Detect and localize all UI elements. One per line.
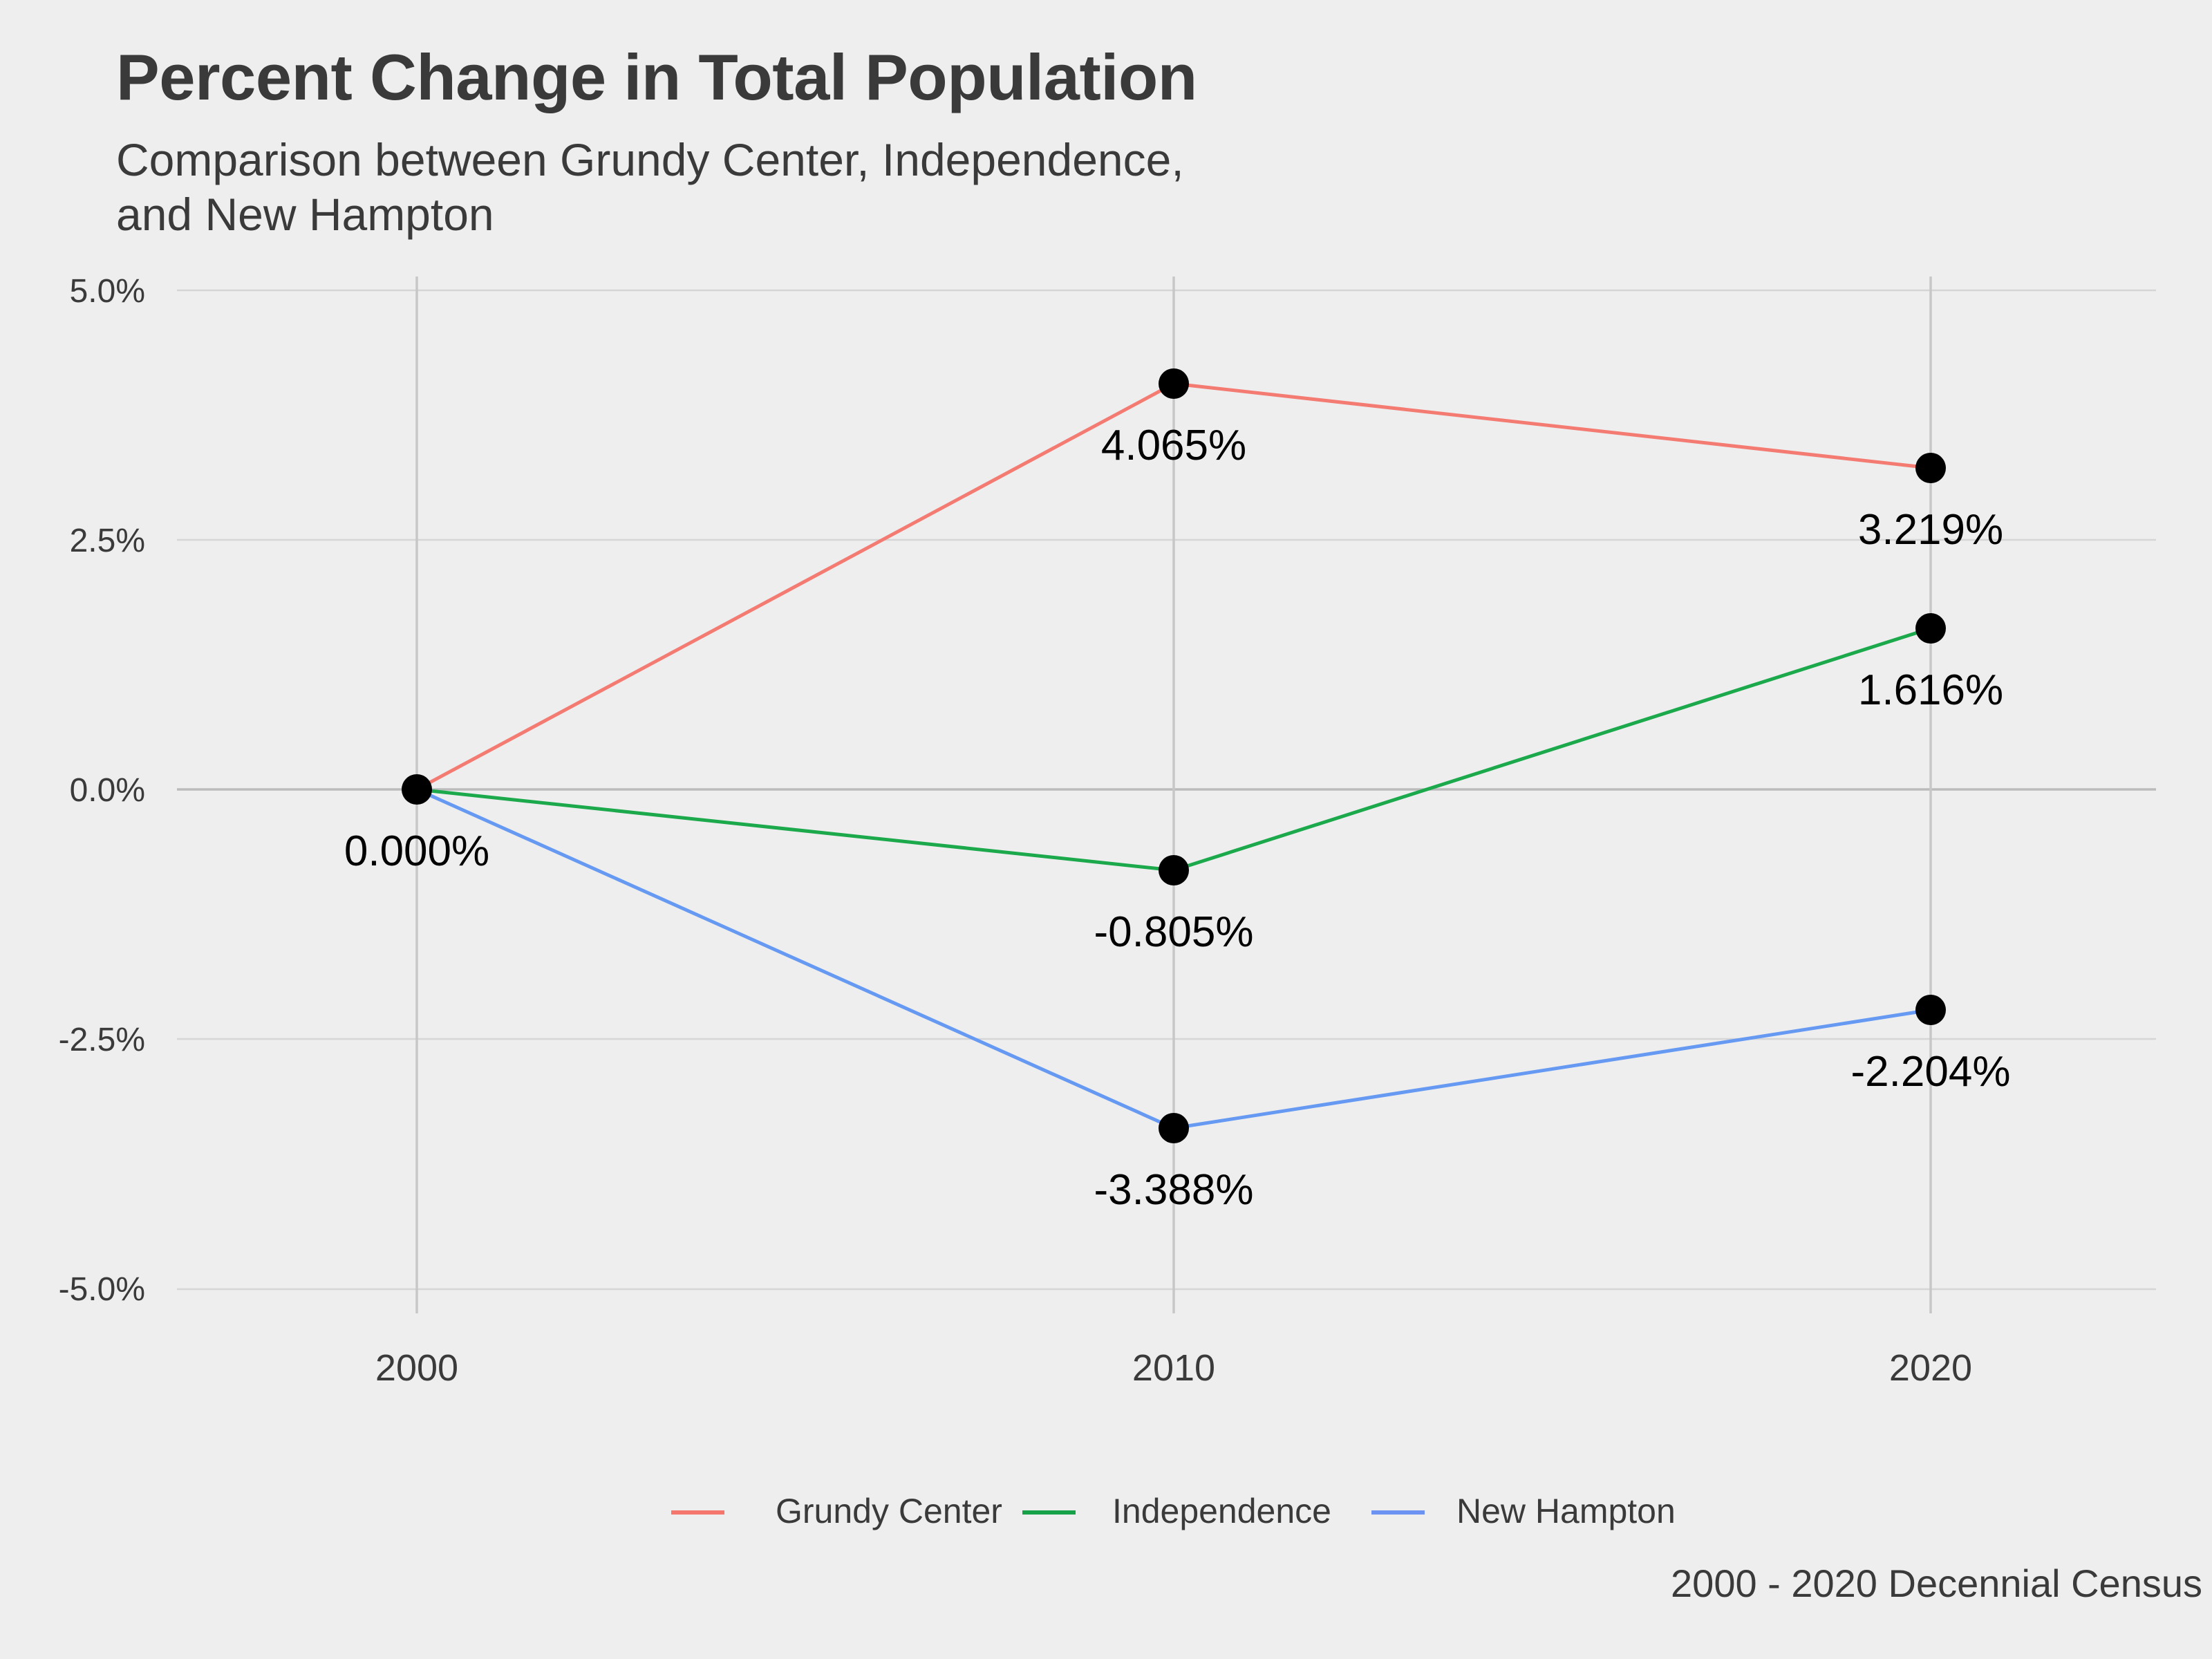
svg-text:New Hampton: New Hampton <box>1456 1492 1676 1530</box>
svg-text:-2.204%: -2.204% <box>1851 1048 2011 1096</box>
svg-text:-2.5%: -2.5% <box>59 1022 145 1058</box>
svg-text:-5.0%: -5.0% <box>59 1271 145 1308</box>
svg-text:1.616%: 1.616% <box>1858 666 2003 714</box>
svg-text:0.0%: 0.0% <box>70 772 145 809</box>
svg-text:-3.388%: -3.388% <box>1094 1166 1254 1214</box>
svg-text:Independence: Independence <box>1112 1492 1331 1530</box>
svg-text:3.219%: 3.219% <box>1858 506 2003 554</box>
svg-text:2020: 2020 <box>1889 1347 1972 1389</box>
svg-text:-0.805%: -0.805% <box>1094 908 1254 956</box>
svg-text:0.000%: 0.000% <box>344 827 489 875</box>
svg-text:Grundy Center: Grundy Center <box>776 1492 1002 1530</box>
svg-text:2010: 2010 <box>1132 1347 1215 1389</box>
svg-text:2.5%: 2.5% <box>70 523 145 559</box>
svg-text:4.065%: 4.065% <box>1101 422 1246 469</box>
svg-text:5.0%: 5.0% <box>70 273 145 310</box>
svg-text:2000: 2000 <box>375 1347 458 1389</box>
